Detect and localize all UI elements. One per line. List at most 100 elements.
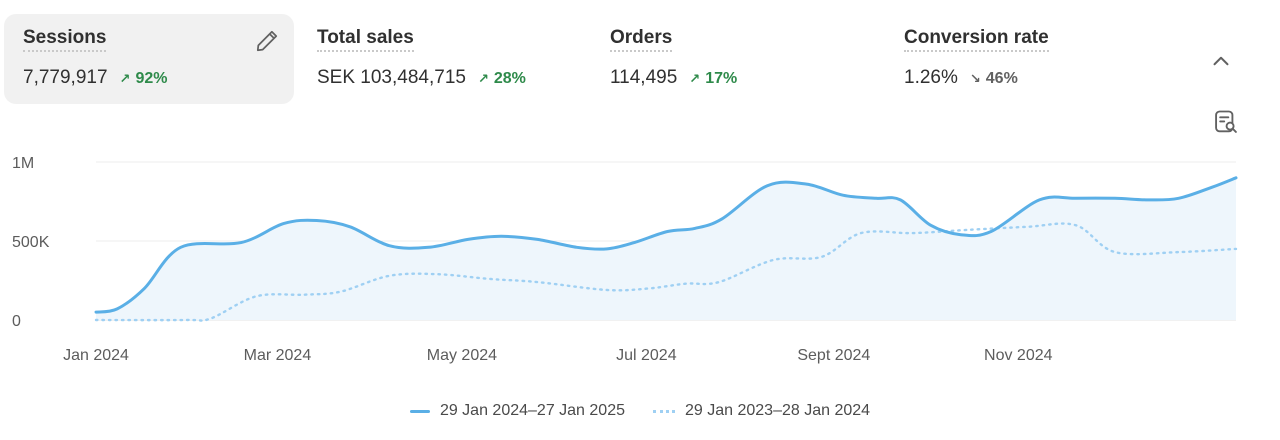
y-tick-label: 1M xyxy=(12,155,34,172)
metric-title-conversion-rate[interactable]: Conversion rate xyxy=(904,27,1049,52)
x-tick-label: Nov 2024 xyxy=(984,347,1053,364)
current-period-area-fill xyxy=(96,177,1236,320)
chart-legend: 29 Jan 2024–27 Jan 2025 29 Jan 2023–28 J… xyxy=(0,402,1280,420)
data-point-current[interactable] xyxy=(237,239,245,247)
chevron-up-icon[interactable] xyxy=(1208,48,1234,74)
metric-value-conversion-rate: 1.26% xyxy=(904,67,958,88)
metric-change-conversion-rate: ↘ 46% xyxy=(970,67,1018,91)
data-point-current[interactable] xyxy=(664,228,672,236)
legend-item-current-period[interactable]: 29 Jan 2024–27 Jan 2025 xyxy=(409,402,625,420)
data-point-current[interactable] xyxy=(385,242,393,250)
metric-card-sessions[interactable] xyxy=(4,14,294,104)
x-tick-label: May 2024 xyxy=(427,347,497,364)
trend-up-icon: ↗ xyxy=(477,71,489,86)
data-point-current[interactable] xyxy=(346,223,354,231)
data-point-current[interactable] xyxy=(313,216,321,224)
data-point-current[interactable] xyxy=(464,235,472,243)
metric-title-orders[interactable]: Orders xyxy=(610,27,673,52)
data-point-previous[interactable] xyxy=(603,286,611,294)
data-point-current[interactable] xyxy=(92,308,100,316)
x-tick-label: Mar 2024 xyxy=(244,347,312,364)
data-point-current[interactable] xyxy=(1111,194,1119,202)
data-point-previous[interactable] xyxy=(1232,245,1240,253)
data-point-current[interactable] xyxy=(1175,194,1183,202)
data-point-previous[interactable] xyxy=(645,284,653,292)
data-point-current[interactable] xyxy=(927,221,935,229)
data-point-current[interactable] xyxy=(113,305,121,313)
data-point-current[interactable] xyxy=(691,224,699,232)
data-point-current[interactable] xyxy=(630,239,638,247)
trend-up-icon: ↗ xyxy=(119,71,131,86)
data-point-current[interactable] xyxy=(1035,196,1043,204)
data-point-current[interactable] xyxy=(140,284,148,292)
sessions-line-chart: 0 500K 1M Jan 2024 Mar 2024 May 2024 Jul 2024… xyxy=(12,155,1240,364)
data-point-previous[interactable] xyxy=(434,270,442,278)
data-point-current[interactable] xyxy=(533,235,541,243)
metric-change-value-total-sales: 28% xyxy=(493,70,526,87)
data-point-current[interactable] xyxy=(1232,174,1240,182)
data-point-previous[interactable] xyxy=(252,292,260,300)
data-point-current[interactable] xyxy=(603,245,611,253)
trend-up-icon: ↗ xyxy=(689,71,701,86)
metric-value-row-total-sales: SEK 103,484,715 ↗ 28% xyxy=(317,66,526,91)
data-point-previous[interactable] xyxy=(818,253,826,261)
x-tick-label: Jul 2024 xyxy=(616,347,677,364)
data-point-current[interactable] xyxy=(987,228,995,236)
data-point-previous[interactable] xyxy=(908,229,916,237)
data-point-previous[interactable] xyxy=(183,316,191,324)
data-point-previous[interactable] xyxy=(1111,248,1119,256)
metric-value-orders: 114,495 xyxy=(610,67,678,88)
data-point-previous[interactable] xyxy=(857,229,865,237)
data-point-previous[interactable] xyxy=(207,314,215,322)
data-point-current[interactable] xyxy=(896,196,904,204)
x-tick-label: Sept 2024 xyxy=(797,347,870,364)
data-point-previous[interactable] xyxy=(715,278,723,286)
metric-change-total-sales: ↗ 28% xyxy=(478,67,526,91)
data-point-current[interactable] xyxy=(1144,196,1152,204)
data-point-current[interactable] xyxy=(1072,194,1080,202)
data-point-current[interactable] xyxy=(872,194,880,202)
data-point-previous[interactable] xyxy=(92,316,100,324)
data-point-current[interactable] xyxy=(1208,183,1216,191)
data-point-current[interactable] xyxy=(279,220,287,228)
legend-swatch-dotted xyxy=(653,409,675,413)
data-point-previous[interactable] xyxy=(1023,223,1031,231)
data-point-previous[interactable] xyxy=(769,256,777,264)
data-point-previous[interactable] xyxy=(385,272,393,280)
y-axis-ticks: 0 500K 1M xyxy=(12,155,50,330)
data-point-current[interactable] xyxy=(573,243,581,251)
series-line-current-period xyxy=(94,176,1238,314)
data-point-previous[interactable] xyxy=(682,280,690,288)
metrics-summary: Sessions 7,779,917 ↗ 92% Total sales SEK … xyxy=(0,0,1280,110)
legend-swatch-solid xyxy=(409,409,430,413)
data-point-previous[interactable] xyxy=(337,288,345,296)
y-tick-label: 500K xyxy=(12,234,50,251)
x-axis-ticks: Jan 2024 Mar 2024 May 2024 Jul 2024 Sept 202… xyxy=(63,347,1053,364)
metric-title-total-sales[interactable]: Total sales xyxy=(317,27,414,52)
y-tick-label: 0 xyxy=(12,313,21,330)
data-point-current[interactable] xyxy=(497,232,505,240)
data-point-current[interactable] xyxy=(803,180,811,188)
pencil-icon[interactable] xyxy=(254,28,280,54)
metric-value-total-sales: SEK 103,484,715 xyxy=(317,67,466,88)
data-point-previous[interactable] xyxy=(1175,248,1183,256)
data-point-previous[interactable] xyxy=(533,278,541,286)
metric-change-value-conversion-rate: 46% xyxy=(985,70,1018,87)
metric-title-sessions[interactable]: Sessions xyxy=(23,27,107,52)
data-point-previous[interactable] xyxy=(963,226,971,234)
legend-label-previous-period: 29 Jan 2023–28 Jan 2024 xyxy=(685,402,871,419)
x-tick-label: Jan 2024 xyxy=(63,347,129,364)
legend-label-current-period: 29 Jan 2024–27 Jan 2025 xyxy=(439,402,625,419)
legend-item-previous-period[interactable]: 29 Jan 2023–28 Jan 2024 xyxy=(653,402,870,420)
metric-value-row-orders: 114,495 ↗ 17% xyxy=(610,66,737,91)
data-point-current[interactable] xyxy=(839,191,847,199)
data-point-previous[interactable] xyxy=(485,275,493,283)
data-point-previous[interactable] xyxy=(301,291,309,299)
series-line-previous-period xyxy=(94,222,1238,322)
data-point-current[interactable] xyxy=(718,215,726,223)
data-point-current[interactable] xyxy=(425,243,433,251)
inspect-data-icon[interactable] xyxy=(1212,108,1240,136)
data-point-current[interactable] xyxy=(763,182,771,190)
data-point-current[interactable] xyxy=(177,243,185,251)
data-point-previous[interactable] xyxy=(1072,221,1080,229)
